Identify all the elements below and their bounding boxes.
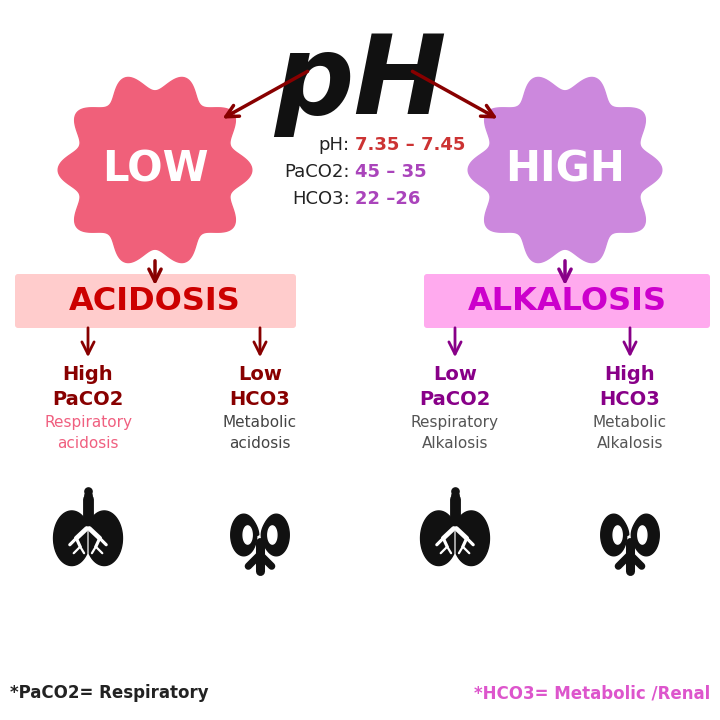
Text: Metabolic
acidosis: Metabolic acidosis	[223, 415, 297, 451]
Text: PaCO2:: PaCO2:	[284, 163, 350, 181]
Text: pH:: pH:	[319, 136, 350, 154]
Polygon shape	[268, 526, 277, 544]
Text: Metabolic
Alkalosis: Metabolic Alkalosis	[593, 415, 667, 451]
Polygon shape	[638, 526, 647, 544]
Polygon shape	[58, 78, 252, 263]
Polygon shape	[613, 526, 622, 544]
Polygon shape	[53, 511, 86, 565]
Text: ACIDOSIS: ACIDOSIS	[69, 286, 241, 317]
Text: PaCO2: PaCO2	[53, 390, 124, 409]
Polygon shape	[456, 511, 490, 565]
Polygon shape	[243, 526, 252, 544]
Text: HCO3: HCO3	[600, 390, 660, 409]
Text: Low: Low	[238, 365, 282, 384]
Text: 22 –26: 22 –26	[355, 190, 420, 208]
FancyBboxPatch shape	[15, 274, 296, 328]
Text: PaCO2: PaCO2	[419, 390, 491, 409]
Text: High: High	[605, 365, 655, 384]
Polygon shape	[230, 514, 258, 556]
Polygon shape	[261, 514, 289, 556]
Text: HCO3: HCO3	[230, 390, 290, 409]
Text: *HCO3= Metabolic /Renal: *HCO3= Metabolic /Renal	[474, 684, 710, 702]
FancyBboxPatch shape	[424, 274, 710, 328]
Polygon shape	[468, 78, 662, 263]
Polygon shape	[600, 514, 629, 556]
Text: LOW: LOW	[102, 149, 208, 191]
Text: pH: pH	[274, 30, 446, 137]
Text: ALKALOSIS: ALKALOSIS	[467, 286, 667, 317]
Text: 45 – 35: 45 – 35	[355, 163, 427, 181]
Polygon shape	[631, 514, 660, 556]
Text: HIGH: HIGH	[505, 149, 625, 191]
Text: 7.35 – 7.45: 7.35 – 7.45	[355, 136, 465, 154]
Text: Low: Low	[433, 365, 477, 384]
Polygon shape	[420, 511, 454, 565]
Text: *PaCO2= Respiratory: *PaCO2= Respiratory	[10, 684, 209, 702]
Text: High: High	[63, 365, 113, 384]
Text: Respiratory
Alkalosis: Respiratory Alkalosis	[411, 415, 499, 451]
Text: Respiratory
acidosis: Respiratory acidosis	[44, 415, 132, 451]
Text: HCO3:: HCO3:	[292, 190, 350, 208]
Polygon shape	[89, 511, 122, 565]
